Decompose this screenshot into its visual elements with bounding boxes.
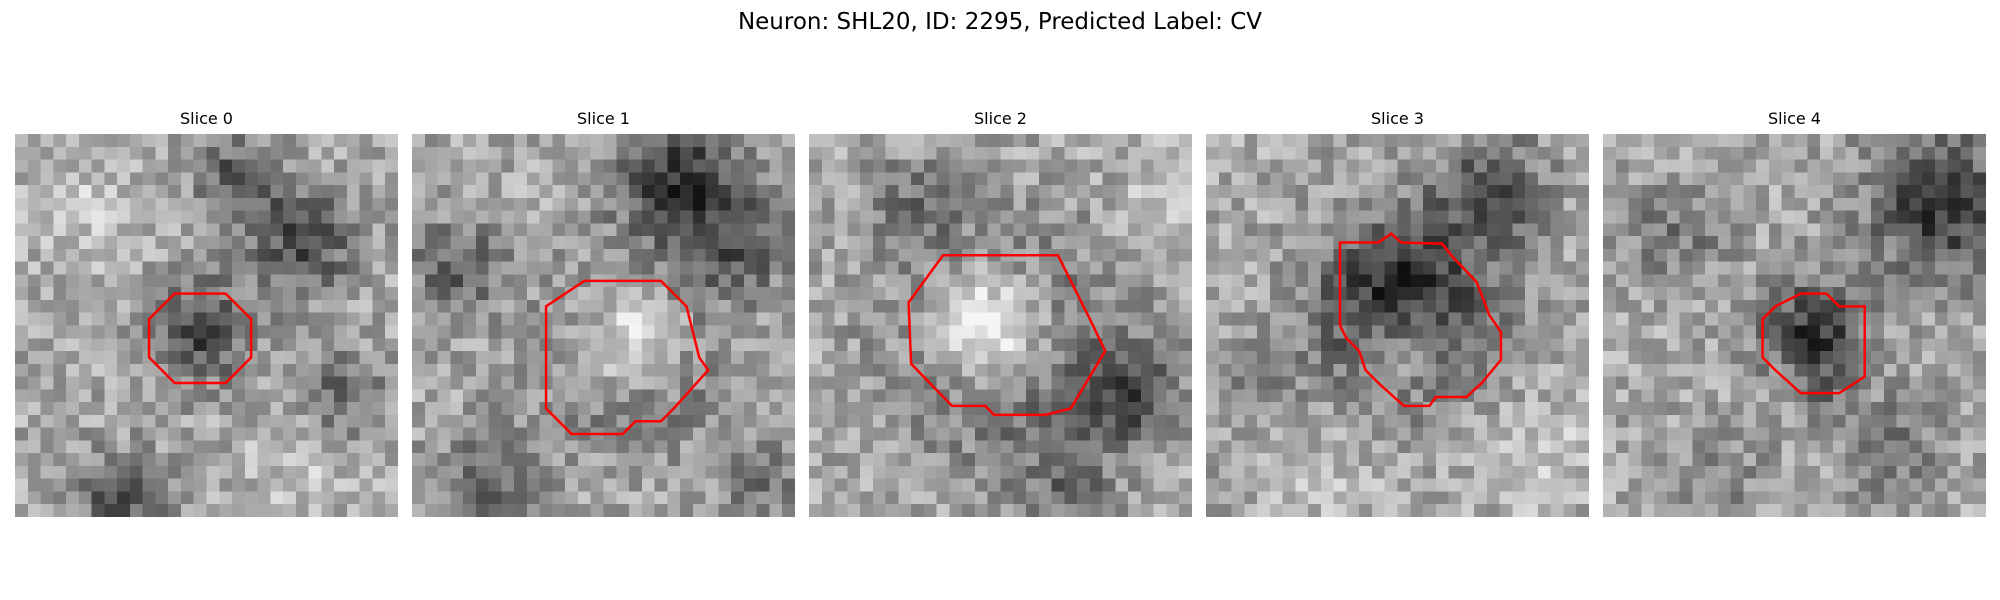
- slice-pixels-3: [1206, 134, 1589, 517]
- slice-title-0: Slice 0: [180, 109, 233, 128]
- slice-pixels-0: [15, 134, 398, 517]
- roi-contour-2: [909, 255, 1106, 415]
- slice-pixels-4: [1603, 134, 1986, 517]
- slice-title-1: Slice 1: [577, 109, 630, 128]
- slice-pixels-1: [412, 134, 795, 517]
- slice-title-2: Slice 2: [974, 109, 1027, 128]
- roi-contour-4: [1763, 294, 1865, 394]
- slice-image-3: [1206, 134, 1589, 517]
- slice-image-2: [809, 134, 1192, 517]
- slice-pixels-2: [809, 134, 1192, 517]
- slice-image-1: [412, 134, 795, 517]
- roi-contour-0: [149, 294, 251, 383]
- roi-contour-3: [1340, 234, 1501, 406]
- slice-title-3: Slice 3: [1371, 109, 1424, 128]
- slice-title-4: Slice 4: [1768, 109, 1821, 128]
- figure-title: Neuron: SHL20, ID: 2295, Predicted Label…: [737, 9, 1263, 35]
- slice-image-4: [1603, 134, 1986, 517]
- slice-image-0: [15, 134, 398, 517]
- roi-contour-1: [546, 281, 708, 434]
